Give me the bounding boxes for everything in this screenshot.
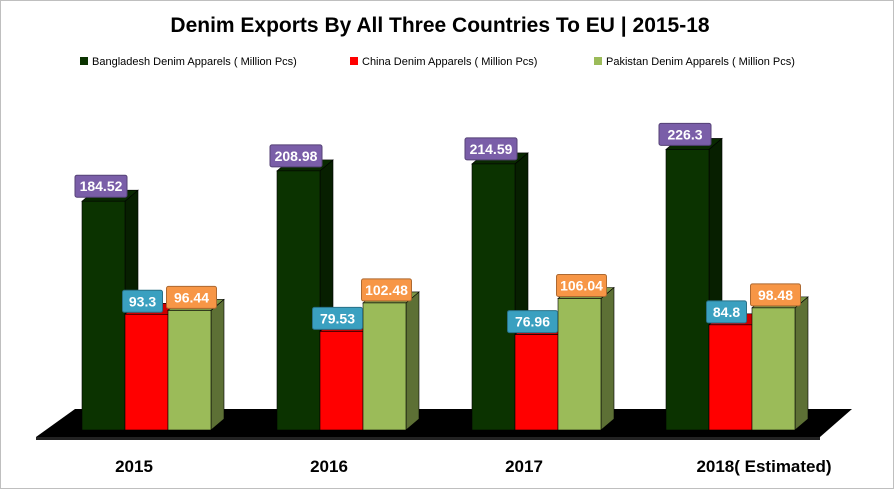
data-label-text: 98.48 [758, 287, 793, 303]
legend-item-1: Bangladesh Denim Apparels ( Million Pcs) [80, 56, 297, 68]
legend-label: Bangladesh Denim Apparels ( Million Pcs) [92, 56, 297, 68]
data-label-2: 84.8 [706, 300, 747, 324]
bar-side [210, 298, 225, 431]
category-labels: 2015 2016 2017 2018( Estimated) [115, 457, 831, 476]
data-label-1: 226.3 [658, 122, 712, 146]
data-label-2: 76.96 [507, 310, 558, 334]
bar-front [81, 200, 126, 431]
legend-item-3: Pakistan Denim Apparels ( Million Pcs) [594, 56, 795, 68]
bar-front [276, 170, 321, 431]
category-label: 2016 [310, 457, 348, 476]
bar-front [362, 302, 407, 431]
data-label-text: 93.3 [129, 293, 156, 309]
bar-front [471, 163, 516, 431]
data-label-text: 79.53 [320, 310, 355, 326]
data-label-text: 84.8 [713, 304, 740, 320]
data-label-box [556, 274, 607, 298]
bar-2016-series-3 [362, 291, 420, 431]
legend-swatch [80, 57, 88, 65]
data-label-2: 79.53 [312, 306, 363, 330]
category-label: 2015 [115, 457, 153, 476]
data-label-box [74, 174, 128, 198]
data-label-text: 184.52 [80, 178, 123, 194]
legend-item-2: China Denim Apparels ( Million Pcs) [350, 56, 537, 68]
data-label-box [166, 285, 217, 309]
data-label-3: 102.48 [361, 278, 412, 302]
bar-front [751, 307, 796, 431]
data-label-box [658, 122, 712, 146]
bars-group [81, 137, 809, 431]
legend-swatch [594, 57, 602, 65]
data-label-3: 106.04 [556, 274, 607, 298]
bar-front [514, 334, 559, 431]
data-label-3: 98.48 [750, 283, 801, 307]
bar-front [319, 331, 364, 431]
data-label-box [122, 289, 163, 313]
bar-2017-series-1 [471, 152, 529, 431]
data-label-box [361, 278, 412, 302]
chart-title: Denim Exports By All Three Countries To … [170, 14, 710, 37]
category-label: 2018( Estimated) [696, 457, 831, 476]
legend: Bangladesh Denim Apparels ( Million Pcs)… [80, 56, 795, 68]
legend-label: Pakistan Denim Apparels ( Million Pcs) [606, 56, 795, 68]
data-label-text: 102.48 [365, 282, 408, 298]
data-label-box [464, 137, 518, 161]
bar-side [405, 291, 420, 431]
data-label-text: 214.59 [470, 141, 513, 157]
data-label-text: 76.96 [515, 314, 550, 330]
legend-swatch [350, 57, 358, 65]
data-label-text: 96.44 [174, 289, 209, 305]
floor-plane [36, 409, 852, 437]
category-label: 2017 [505, 457, 543, 476]
bar-front [124, 314, 169, 431]
data-label-1: 184.52 [74, 174, 128, 198]
data-label-box [750, 283, 801, 307]
bar-2018estimated-series-3 [751, 296, 809, 431]
data-label-2: 93.3 [122, 289, 163, 313]
data-label-box [312, 306, 363, 330]
bar-side [794, 296, 809, 431]
bar-2015-series-3 [167, 298, 225, 431]
legend-label: China Denim Apparels ( Million Pcs) [362, 56, 537, 68]
bar-2017-series-3 [557, 286, 615, 431]
data-label-1: 208.98 [269, 144, 323, 168]
data-label-box [269, 144, 323, 168]
data-label-box [507, 310, 558, 334]
bar-front [665, 149, 710, 431]
data-label-box [706, 300, 747, 324]
bar-front [167, 310, 212, 431]
bar-side [600, 286, 615, 431]
data-label-text: 226.3 [667, 126, 702, 142]
floor-edge [36, 437, 820, 440]
data-label-text: 106.04 [560, 278, 603, 294]
bar-front [557, 298, 602, 431]
bar-front [708, 324, 753, 431]
data-label-3: 96.44 [166, 285, 217, 309]
chart-floor [36, 409, 852, 440]
data-label-text: 208.98 [275, 148, 318, 164]
data-label-1: 214.59 [464, 137, 518, 161]
data-labels-group: 184.52 93.3 96.44 208.98 79.53 102.48 214.59 76… [74, 122, 801, 334]
